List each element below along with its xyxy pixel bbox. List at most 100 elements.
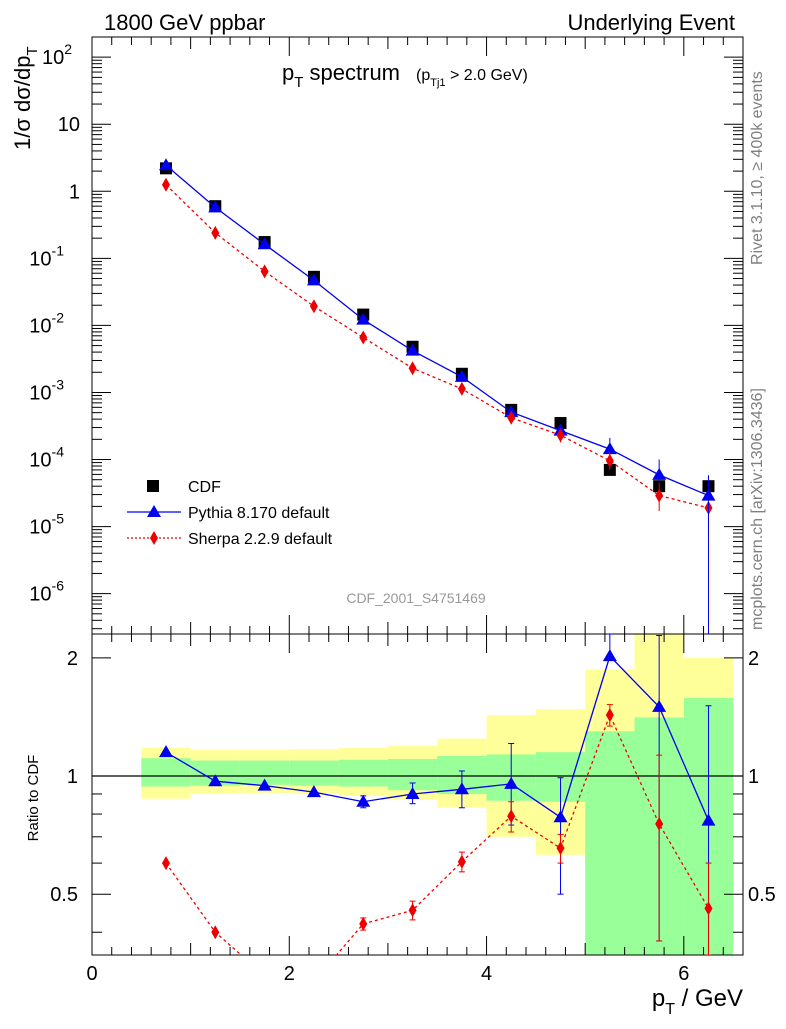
ratio-point xyxy=(208,774,223,787)
ratio-ytick-label-right: 1 xyxy=(748,766,759,788)
ratio-point xyxy=(211,925,220,940)
ratio-ytick-label: 0.5 xyxy=(50,884,78,906)
main-ytick-label-exp: -4 xyxy=(52,444,65,460)
plot-title: pT spectrum xyxy=(282,60,400,91)
legend-marker-cdf xyxy=(147,480,159,492)
main-ytick-label: 10 xyxy=(58,114,80,136)
main-point xyxy=(652,467,667,480)
ratio-ylabel: Ratio to CDF xyxy=(25,755,42,842)
main-ytick-label-base: 10 xyxy=(42,47,64,69)
legend-marker-sherpa xyxy=(150,531,158,545)
legend-label-cdf: CDF xyxy=(188,479,221,496)
main-ytick-label: 10-5 xyxy=(29,511,64,539)
main-line-2 xyxy=(165,184,709,509)
main-point xyxy=(408,361,417,376)
analysis-id: CDF_2001_S4751469 xyxy=(346,590,486,606)
main-point xyxy=(655,488,664,503)
ratio-point xyxy=(457,854,466,869)
plot-cut-open: (p xyxy=(416,67,430,84)
main-point xyxy=(211,225,220,240)
ratio-point xyxy=(408,903,417,918)
main-point xyxy=(554,417,567,430)
ratio-point xyxy=(704,901,713,916)
ratio-point xyxy=(257,778,272,791)
ratio-point xyxy=(504,776,519,789)
main-ytick-label-base: 10 xyxy=(29,248,51,270)
ratio-frame xyxy=(91,633,744,956)
legend-entry-pythia: Pythia 8.170 default xyxy=(127,505,330,522)
main-point xyxy=(260,264,269,279)
main-ytick-label-exp: -6 xyxy=(52,578,65,594)
uncertainty-bands xyxy=(141,634,734,955)
main-point xyxy=(556,428,565,443)
main-ytick-label: 102 xyxy=(42,41,72,69)
ratio-point xyxy=(605,708,614,723)
main-point xyxy=(161,177,170,192)
ratio-point xyxy=(553,810,568,823)
ratio-ytick-label-right: 0.5 xyxy=(748,884,776,906)
ratio-series-2 xyxy=(161,704,713,955)
band-inner-4 xyxy=(338,759,388,787)
main-point xyxy=(602,442,617,455)
main-ytick-label-base: 10 xyxy=(29,517,51,539)
ratio-point xyxy=(359,916,368,931)
plot-title-rest: spectrum xyxy=(303,60,400,85)
main-point xyxy=(605,453,614,468)
ratio-point xyxy=(405,786,420,799)
main-ytick-label: 1 xyxy=(69,181,80,203)
plot-title-main: p xyxy=(282,60,294,85)
ratio-point xyxy=(306,785,321,798)
plot-cut-rest: > 2.0 GeV) xyxy=(446,67,528,84)
legend-label-sherpa: Sherpa 2.2.9 default xyxy=(188,531,333,548)
ratio-point xyxy=(158,745,173,758)
ratio-point xyxy=(602,649,617,662)
ratio-point xyxy=(652,699,667,712)
ratio-line-2 xyxy=(165,713,710,955)
legend-marker-pythia xyxy=(147,505,161,517)
main-ylabel-sub: T xyxy=(24,46,41,55)
main-ytick-label-exp: -1 xyxy=(52,242,65,258)
ratio-point xyxy=(507,809,516,824)
ratio-xtick-label: 6 xyxy=(678,963,689,985)
main-ytick-label-exp: -5 xyxy=(52,511,65,527)
ratio-series xyxy=(158,634,716,955)
main-point xyxy=(454,369,469,382)
rivet-label: Rivet 3.1.10, ≥ 400k events xyxy=(749,71,766,265)
main-series xyxy=(158,158,716,634)
ratio-point xyxy=(356,794,371,807)
plot-title-sub: T xyxy=(294,74,303,91)
band-inner-9 xyxy=(585,731,635,955)
ratio-point xyxy=(655,816,664,831)
legend: CDF Pythia 8.170 default Sherpa 2.2.9 de… xyxy=(127,479,333,548)
main-ytick-label-exp: -2 xyxy=(52,309,65,325)
main-point xyxy=(306,273,321,286)
process-label: Underlying Event xyxy=(567,10,735,35)
main-ytick-label-base: 10 xyxy=(29,315,51,337)
legend-entry-sherpa: Sherpa 2.2.9 default xyxy=(127,531,333,548)
main-point xyxy=(309,299,318,314)
main-point xyxy=(158,158,173,171)
main-series-1 xyxy=(158,158,716,501)
main-ytick-label-exp: 2 xyxy=(64,41,72,57)
main-point xyxy=(257,237,272,250)
main-point xyxy=(405,343,420,356)
main-series-2 xyxy=(161,177,713,530)
ratio-xtick-label: 2 xyxy=(284,963,295,985)
main-ytick-label: 10-1 xyxy=(29,242,64,270)
ratio-point xyxy=(701,813,716,826)
ratio-axes: 0.5 0.5 1 1 2 2 0 2 4 6 xyxy=(50,633,776,985)
source-label: mcplots.cern.ch [arXiv:1306.3436] xyxy=(749,388,766,630)
main-point xyxy=(457,381,466,396)
x-axis-label-rest: / GeV xyxy=(675,985,743,1012)
ratio-point xyxy=(556,841,565,856)
ratio-ytick-label: 1 xyxy=(67,766,78,788)
main-series-0 xyxy=(159,162,715,493)
main-ytick-label-base: 10 xyxy=(29,584,51,606)
ratio-point xyxy=(454,782,469,795)
main-ylabel-main: 1/σ dσ/dp xyxy=(10,56,35,150)
ratio-xtick-label: 0 xyxy=(86,963,97,985)
main-point xyxy=(356,312,371,325)
x-axis-label: pT / GeV xyxy=(652,985,743,1018)
